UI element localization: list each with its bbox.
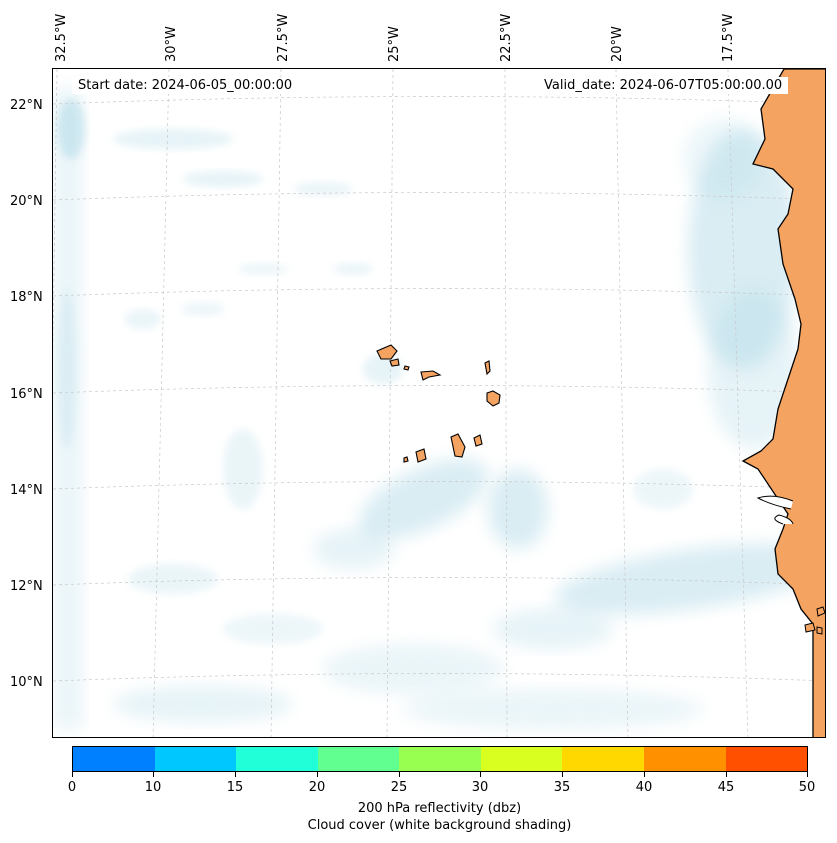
latitude-label: 22°N: [10, 98, 43, 113]
colorbar-tick: [480, 772, 481, 777]
cape-verde-islands: [376, 344, 501, 463]
longitude-label: 27.5°W: [276, 13, 291, 62]
colorbar-tick: [72, 772, 73, 777]
colorbar-tick-label: 45: [717, 780, 735, 795]
longitude-label: 32.5°W: [54, 13, 69, 62]
colorbar-segment: [73, 747, 155, 771]
colorbar-tick-label: 25: [390, 780, 408, 795]
colorbar-segment: [643, 747, 726, 771]
africa-land: [741, 69, 825, 737]
colorbar-tick-label: 20: [308, 780, 326, 795]
longitude-label: 22.5°W: [499, 13, 514, 62]
colorbar-segment: [154, 747, 237, 771]
colorbar-segment: [317, 747, 400, 771]
colorbar-title: 200 hPa reflectivity (dbz): [357, 801, 522, 816]
cloud-cover-shading: [53, 89, 825, 729]
colorbar-tick: [562, 772, 563, 777]
colorbar-tick-label: 35: [553, 780, 571, 795]
latitude-label: 10°N: [10, 675, 43, 690]
colorbar-tick-label: 10: [144, 780, 162, 795]
colorbar-tick-label: 50: [798, 780, 816, 795]
longitude-label: 20°W: [610, 26, 625, 62]
colorbar-tick: [399, 772, 400, 777]
latitude-label: 14°N: [10, 483, 43, 498]
longitude-label: 17.5°W: [721, 13, 736, 62]
latitude-label: 20°N: [10, 194, 43, 209]
latitude-label: 18°N: [10, 290, 43, 305]
colorbar-tick: [644, 772, 645, 777]
longitude-label: 30°W: [164, 26, 179, 62]
colorbar-subtitle: Cloud cover (white background shading): [307, 818, 572, 833]
colorbar-segment: [480, 747, 563, 771]
colorbar-tick: [153, 772, 154, 777]
colorbar-segment: [399, 747, 481, 771]
colorbar-tick: [317, 772, 318, 777]
valid-date-label: Valid_date: 2024-06-07T05:00:00.00: [538, 77, 789, 94]
latitude-label: 12°N: [10, 579, 43, 594]
longitude-label: 25°W: [387, 26, 402, 62]
map-canvas: [53, 69, 825, 737]
colorbar-tick-label: 15: [226, 780, 244, 795]
colorbar-tick: [807, 772, 808, 777]
colorbar-tick-label: 0: [67, 780, 77, 795]
reflectivity-colorbar: [72, 746, 808, 772]
start-date-label: Start date: 2024-06-05_00:00:00: [72, 77, 299, 94]
colorbar-tick-label: 40: [635, 780, 653, 795]
colorbar-tick: [235, 772, 236, 777]
colorbar-tick-label: 30: [471, 780, 489, 795]
colorbar-tick: [726, 772, 727, 777]
colorbar-segment: [562, 747, 644, 771]
map-gridlines: [53, 69, 825, 737]
colorbar-segment: [725, 747, 808, 771]
bissagos-islands: [804, 606, 825, 635]
map-panel[interactable]: [52, 68, 826, 738]
colorbar-segment: [236, 747, 318, 771]
latitude-label: 16°N: [10, 387, 43, 402]
